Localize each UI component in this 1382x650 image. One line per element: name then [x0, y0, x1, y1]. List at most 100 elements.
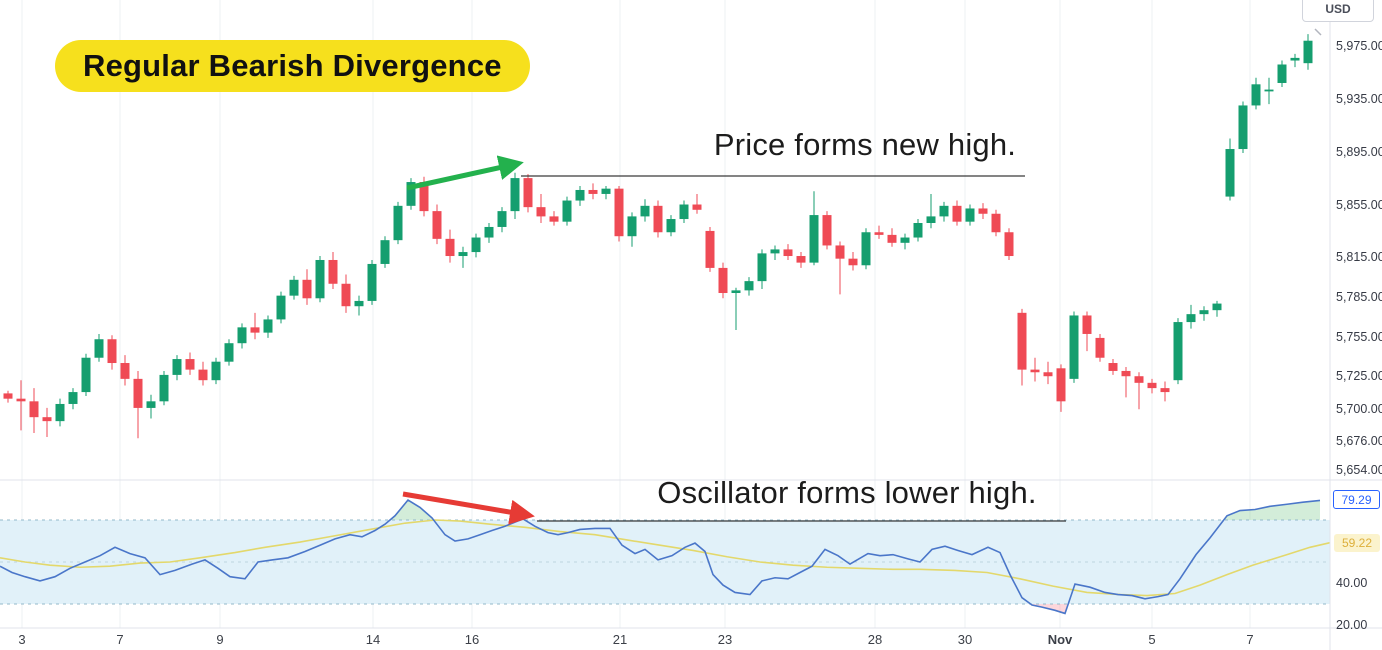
rsi-overbought-fill	[1223, 500, 1320, 520]
candle-body	[263, 319, 273, 333]
candle-body	[1173, 322, 1183, 381]
rsi-axis-label: 20.00	[1336, 618, 1368, 632]
candle-body	[783, 249, 793, 257]
candle-body	[1030, 369, 1040, 373]
candle-body	[939, 205, 949, 217]
candle-body	[705, 230, 715, 268]
time-axis-label: 23	[717, 632, 733, 647]
price-axis-label: 5,676.00	[1336, 433, 1382, 448]
time-axis-label: 5	[1148, 632, 1156, 647]
price-axis-label: 5,895.00	[1336, 144, 1382, 159]
candle-body	[627, 216, 637, 237]
candle-body	[588, 189, 598, 194]
candle-body	[640, 205, 650, 217]
rsi-ma-current-value-badge: 59.22	[1334, 533, 1380, 552]
green-up-arrow	[406, 155, 524, 191]
candle-body	[211, 361, 221, 381]
candle-body	[809, 215, 819, 263]
price-axis-label: 5,755.00	[1336, 329, 1382, 344]
candle-body	[1082, 315, 1092, 334]
rsi-axis-label: 40.00	[1336, 576, 1368, 590]
red-down-arrow	[402, 491, 535, 525]
candle-body	[900, 237, 910, 243]
time-axis-label: 3	[18, 632, 26, 647]
candle-body	[861, 232, 871, 266]
candle-body	[1199, 310, 1209, 315]
candle-body	[445, 238, 455, 257]
candle-body	[1225, 149, 1235, 197]
candle-body	[1251, 84, 1261, 106]
candle-body	[1004, 232, 1014, 257]
time-axis-label: 7	[1246, 632, 1254, 647]
candle-body	[328, 259, 338, 284]
candle-body	[159, 374, 169, 402]
candle-body	[237, 327, 247, 344]
candle-body	[913, 223, 923, 238]
candle-body	[341, 283, 351, 307]
candle-body	[523, 178, 533, 208]
candle-body	[1147, 382, 1157, 389]
candle-body	[393, 205, 403, 241]
candle-body	[1056, 368, 1066, 402]
candle-body	[302, 279, 312, 299]
candle-body	[965, 208, 975, 222]
candle-body	[133, 378, 143, 408]
candle-body	[874, 232, 884, 235]
candle-body	[848, 258, 858, 266]
candle-body	[185, 359, 195, 370]
candle-body	[692, 204, 702, 210]
candle-body	[952, 205, 962, 222]
candle-body	[1121, 370, 1131, 377]
candle-body	[458, 252, 468, 257]
candle-body	[1134, 376, 1144, 383]
candle-body	[757, 253, 767, 282]
time-axis-label: 21	[612, 632, 628, 647]
candle-body	[718, 267, 728, 294]
rsi-line	[0, 499, 1321, 615]
candle-body	[380, 240, 390, 264]
candle-body	[120, 363, 130, 379]
candle-body	[471, 237, 481, 253]
price-annotation-text: Price forms new high.	[713, 127, 1017, 162]
candle-body	[926, 216, 936, 224]
candle-body	[432, 211, 442, 239]
candle-body	[978, 208, 988, 214]
candle-body	[822, 215, 832, 246]
candle-body	[1017, 312, 1027, 370]
candle-body	[354, 300, 364, 307]
time-axis-label: Nov	[1047, 632, 1073, 647]
candle-body	[68, 392, 78, 404]
candle-body	[1212, 303, 1222, 311]
candle-body	[484, 226, 494, 238]
candle-body	[1290, 57, 1300, 61]
time-axis-label: 30	[957, 632, 973, 647]
candle-body	[419, 182, 429, 212]
time-axis-label: 16	[464, 632, 480, 647]
candle-body	[289, 279, 299, 296]
candle-body	[1277, 64, 1287, 83]
price-axis-label: 5,855.00	[1336, 197, 1382, 212]
candle-body	[510, 178, 520, 212]
candle-body	[835, 245, 845, 259]
candle-body	[653, 205, 663, 233]
currency-toggle-button[interactable]: USD	[1302, 0, 1374, 22]
time-axis-label: 7	[116, 632, 124, 647]
candle-body	[536, 207, 546, 217]
candle-body	[1238, 105, 1248, 150]
candle-body	[276, 295, 286, 320]
axis-scale-mark	[1314, 28, 1322, 36]
candle-body	[1264, 89, 1274, 92]
candle-body	[575, 189, 585, 201]
rsi-current-value-badge: 79.29	[1333, 490, 1380, 510]
candle-body	[55, 403, 65, 422]
time-axis-label: 28	[867, 632, 883, 647]
price-axis-label: 5,725.00	[1336, 369, 1382, 384]
candle-body	[1069, 315, 1079, 379]
candle-body	[146, 401, 156, 408]
candle-body	[406, 182, 416, 206]
candle-body	[1043, 372, 1053, 377]
candle-body	[1095, 337, 1105, 358]
candle-body	[1108, 363, 1118, 371]
